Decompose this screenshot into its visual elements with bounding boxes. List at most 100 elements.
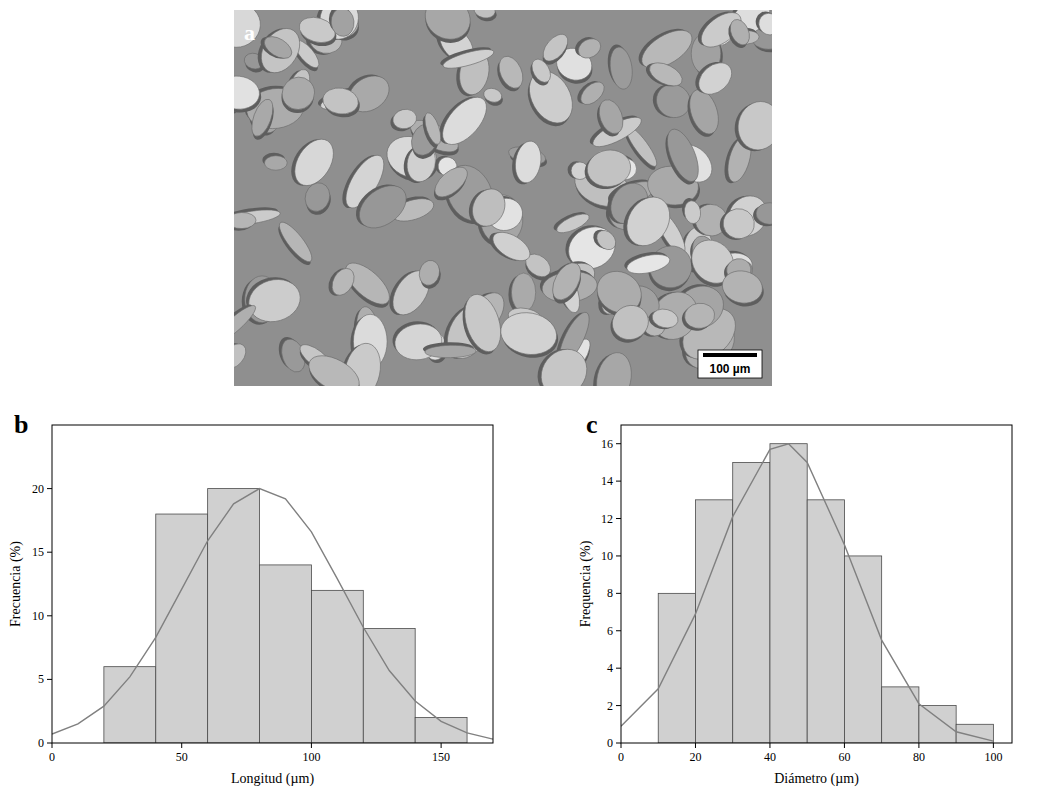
particle xyxy=(538,30,572,66)
y-tick xyxy=(616,668,621,669)
panel-letter: a xyxy=(244,20,255,45)
fit-curve xyxy=(52,489,493,740)
sem-image-panel: a 100 µm xyxy=(205,0,788,410)
x-tick-label: 20 xyxy=(689,750,701,764)
particle xyxy=(733,97,772,154)
particle xyxy=(650,307,680,331)
y-tick xyxy=(47,679,52,680)
y-tick xyxy=(47,552,52,553)
histogram-bar xyxy=(658,593,695,743)
x-tick xyxy=(311,743,312,748)
particle xyxy=(351,177,414,237)
panel-letter: b xyxy=(14,410,28,439)
x-tick-label: 150 xyxy=(432,750,450,764)
x-tick-label: 0 xyxy=(49,750,55,764)
histogram-bar xyxy=(733,462,770,743)
x-tick-label: 100 xyxy=(302,750,320,764)
particle xyxy=(683,301,716,330)
particle xyxy=(330,10,355,37)
histogram-bar xyxy=(807,500,844,743)
y-tick-label: 2 xyxy=(607,699,613,713)
histogram-bar xyxy=(260,565,312,743)
x-tick xyxy=(993,743,994,748)
y-tick-label: 15 xyxy=(32,545,44,559)
histogram-panel: 05010015005101520Longitud (µm)Frecuencia… xyxy=(8,410,493,787)
y-tick-label: 5 xyxy=(38,672,44,686)
particle xyxy=(494,52,527,92)
y-tick-label: 0 xyxy=(607,736,613,750)
x-tick-label: 40 xyxy=(764,750,776,764)
scale-bar xyxy=(703,353,757,357)
y-tick xyxy=(616,443,621,444)
x-tick-label: 0 xyxy=(618,750,624,764)
particle xyxy=(234,10,267,54)
particle xyxy=(618,189,678,253)
x-tick xyxy=(695,743,696,748)
particle xyxy=(720,206,757,242)
particle xyxy=(391,107,418,131)
particle xyxy=(497,308,560,358)
x-tick xyxy=(441,743,442,748)
histogram-bar xyxy=(919,706,956,743)
particle xyxy=(482,86,504,104)
y-tick-label: 10 xyxy=(32,609,44,623)
y-tick xyxy=(47,615,52,616)
particle xyxy=(625,251,671,277)
particle xyxy=(554,210,591,236)
particle xyxy=(275,218,317,266)
particle xyxy=(488,226,535,266)
y-tick-label: 8 xyxy=(607,586,613,600)
x-tick-label: 100 xyxy=(984,750,1002,764)
y-tick xyxy=(616,630,621,631)
particle xyxy=(261,32,296,63)
histogram-bar xyxy=(104,667,156,743)
y-axis-title: Frequencia (%) xyxy=(578,540,594,627)
y-tick-label: 4 xyxy=(607,661,613,675)
particle xyxy=(234,74,261,111)
y-tick xyxy=(616,705,621,706)
particle xyxy=(417,258,443,287)
x-tick-label: 50 xyxy=(176,750,188,764)
panel-letter: c xyxy=(586,410,598,439)
particle xyxy=(607,300,654,346)
particle xyxy=(608,46,635,91)
histogram-bar xyxy=(363,629,415,743)
x-tick xyxy=(181,743,182,748)
y-tick-label: 10 xyxy=(601,549,613,563)
y-tick xyxy=(616,743,621,744)
x-axis-title: Longitud (µm) xyxy=(231,771,314,787)
particle xyxy=(422,111,444,146)
histogram-panel: 0204060801000246810121416Diámetro (µm)Fr… xyxy=(578,410,1012,787)
particle xyxy=(234,339,251,373)
plot-frame xyxy=(52,425,493,743)
histogram-bar xyxy=(695,500,732,743)
y-axis-title: Frecuencia (%) xyxy=(8,541,24,627)
particle xyxy=(727,16,754,47)
particle xyxy=(585,147,634,190)
y-tick xyxy=(616,555,621,556)
x-tick xyxy=(52,743,53,748)
particle xyxy=(684,86,723,138)
particle xyxy=(547,258,587,305)
particle xyxy=(301,180,333,215)
particle xyxy=(511,273,535,312)
plot-marks xyxy=(621,444,993,743)
particle xyxy=(244,273,306,327)
y-tick xyxy=(47,488,52,489)
particle xyxy=(430,162,473,203)
y-tick-label: 14 xyxy=(601,474,613,488)
particle xyxy=(321,86,360,117)
particle xyxy=(466,183,511,231)
particle xyxy=(521,63,582,130)
particle xyxy=(287,132,342,192)
particle xyxy=(328,264,359,299)
y-tick-label: 0 xyxy=(38,736,44,750)
histogram-bar xyxy=(156,514,208,743)
plot-marks xyxy=(52,489,493,743)
y-tick-label: 16 xyxy=(601,437,613,451)
particle xyxy=(575,35,604,62)
particle xyxy=(683,200,702,225)
particle xyxy=(473,10,497,20)
particle xyxy=(719,267,765,307)
scale-bar-label: 100 µm xyxy=(710,362,751,376)
